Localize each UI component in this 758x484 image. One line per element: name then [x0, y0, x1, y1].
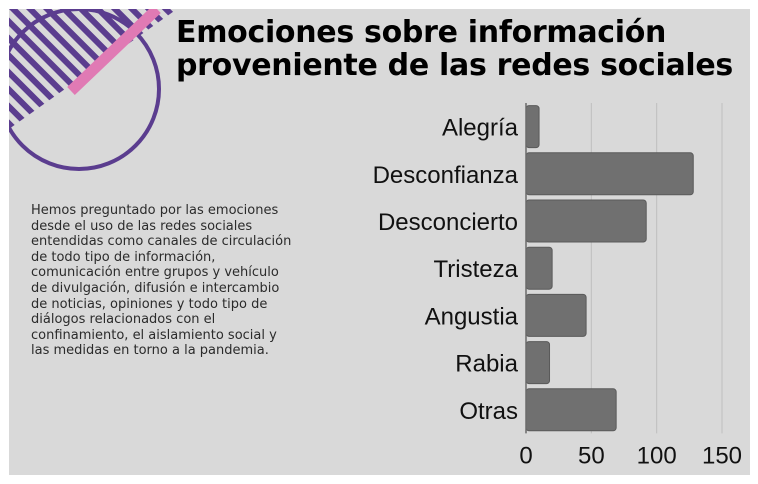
bar-desconcierto — [525, 199, 647, 243]
bar-angustia — [525, 293, 587, 337]
x-tick-label: 50 — [578, 442, 605, 469]
bar-otras — [525, 388, 617, 432]
bar-desconfianza — [525, 152, 694, 196]
category-label: Desconfianza — [373, 162, 519, 189]
x-tick-label: 150 — [702, 442, 742, 469]
category-label: Otras — [459, 398, 518, 425]
infographic-card: Emociones sobre información proveniente … — [9, 9, 750, 475]
infographic-description: Hemos preguntado por las emociones desde… — [31, 203, 292, 359]
emotions-bar-chart: Alegría Desconfianza Desconcierto Tristeza A… — [373, 103, 742, 469]
x-tick-label: 0 — [519, 442, 532, 469]
decorative-circle — [9, 9, 161, 171]
category-label: Angustia — [425, 303, 519, 330]
bar-tristeza — [525, 246, 553, 290]
x-tick-label: 100 — [637, 442, 677, 469]
decorative-graphic — [9, 9, 177, 171]
category-label: Alegría — [442, 115, 519, 142]
category-label: Tristeza — [434, 256, 519, 283]
pink-stroke — [67, 9, 161, 95]
bar-rabia — [525, 341, 551, 385]
category-label: Rabia — [455, 351, 518, 378]
bar-alegría — [525, 105, 540, 149]
infographic-title: Emociones sobre información proveniente … — [176, 15, 733, 83]
category-label: Desconcierto — [378, 209, 518, 236]
